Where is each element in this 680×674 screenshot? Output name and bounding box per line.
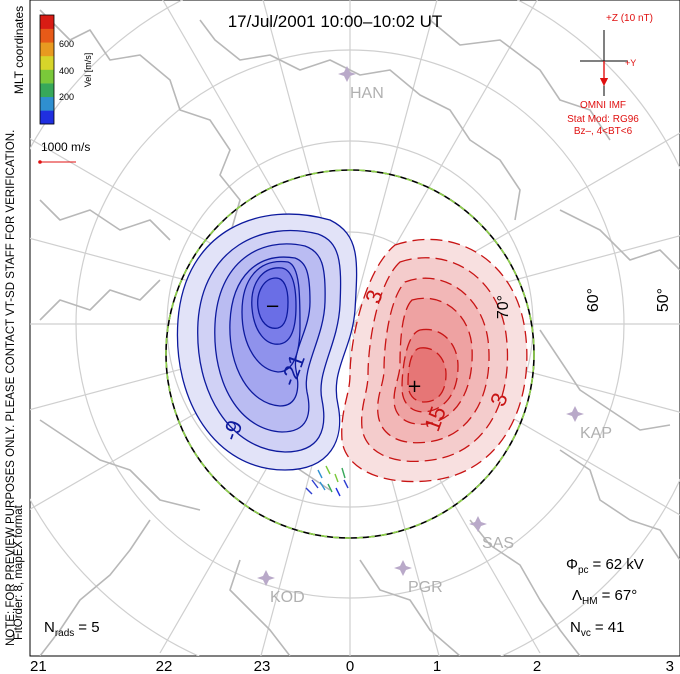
fit-order: FitOrder: 8, mapEX format: [13, 504, 25, 640]
imf-z-label: +Z (10 nT): [606, 13, 653, 24]
imf-condition: Bz–, 4<BT<6: [574, 126, 633, 137]
latitude-label-70: 70°: [495, 295, 512, 319]
plot-title: 17/Jul/2001 10:00–10:02 UT: [228, 12, 443, 31]
colorbar-tick: 600: [59, 39, 74, 49]
phi-pc-stat: Φpc = 62 kV: [566, 556, 644, 576]
colorbar-axis-label: Vel [m/s]: [83, 53, 93, 88]
colorbar-swatch: [40, 69, 54, 84]
velocity-vectors: [305, 465, 349, 497]
n-rads-stat: Nrads = 5: [44, 619, 100, 639]
colorbar-swatch: [40, 15, 54, 29]
station-labels: HAN KAP SAS PGR KOD: [270, 85, 612, 606]
colorbar-swatch: [40, 28, 54, 43]
station-label-pgr: PGR: [408, 579, 443, 596]
station-marker: [566, 406, 584, 422]
mlt-tick-label: 0: [346, 658, 354, 674]
colorbar-tick: 400: [59, 66, 74, 76]
mlt-tick-label: 2: [533, 658, 541, 674]
colorbar-swatch: [40, 83, 54, 98]
vector-scale-label: 1000 m/s: [41, 140, 90, 154]
mlt-tick-label: 21: [30, 658, 47, 674]
mlt-tick-label: 23: [254, 658, 271, 674]
station-label-han: HAN: [350, 85, 384, 102]
station-label-kap: KAP: [580, 425, 612, 442]
positive-potential-cell: +: [341, 238, 528, 483]
station-label-sas: SAS: [482, 535, 514, 552]
mlt-axis: 21 22 23 0 1 2 3: [30, 658, 674, 674]
vector-scale: 1000 m/s: [38, 140, 90, 164]
stat-model: Stat Mod: RG96: [567, 114, 639, 125]
station-marker: [257, 570, 275, 586]
colorbar-swatch: [40, 110, 54, 125]
imf-indicator: +Z (10 nT) +Y OMNI IMF Stat Mod: RG96 Bz…: [567, 13, 653, 137]
colorbar-swatch: [40, 96, 54, 111]
mlt-tick-label: 3: [666, 658, 674, 674]
mlt-tick-label: 1: [433, 658, 441, 674]
fit-statistics: Φpc = 62 kV ΛHM = 67° Nvc = 41 Nrads = 5: [44, 556, 644, 639]
velocity-colorbar: 200 400 600 Vel [m/s]: [39, 14, 93, 125]
coordinates-label: MLT coordinates: [12, 6, 26, 94]
station-marker: [394, 560, 412, 576]
station-marker: [469, 516, 487, 532]
potential-min-marker: −: [265, 296, 280, 317]
latitude-labels: 60° 50° 70°: [495, 288, 672, 319]
colorbar-swatch: [40, 55, 54, 70]
potential-max-marker: +: [407, 376, 422, 397]
imf-source: OMNI IMF: [580, 100, 626, 111]
lambda-hm-stat: ΛHM = 67°: [572, 587, 637, 607]
plot-frame: [29, 0, 680, 657]
station-marker: [338, 66, 356, 82]
n-vc-stat: Nvc = 41: [570, 619, 624, 639]
preview-note: NOTE: FOR PREVIEW PURPOSES ONLY. PLEASE …: [5, 130, 17, 646]
station-markers: [257, 66, 584, 586]
colorbar-swatch: [40, 42, 54, 57]
latitude-label-60: 60°: [585, 288, 602, 312]
imf-y-label: +Y: [625, 58, 636, 68]
hmb-dashed-overlay: [165, 169, 535, 539]
latitude-label-50: 50°: [655, 288, 672, 312]
colorbar-tick: 200: [59, 92, 74, 102]
negative-potential-cell: −: [176, 213, 358, 471]
mlt-tick-label: 22: [156, 658, 173, 674]
station-label-kod: KOD: [270, 589, 305, 606]
